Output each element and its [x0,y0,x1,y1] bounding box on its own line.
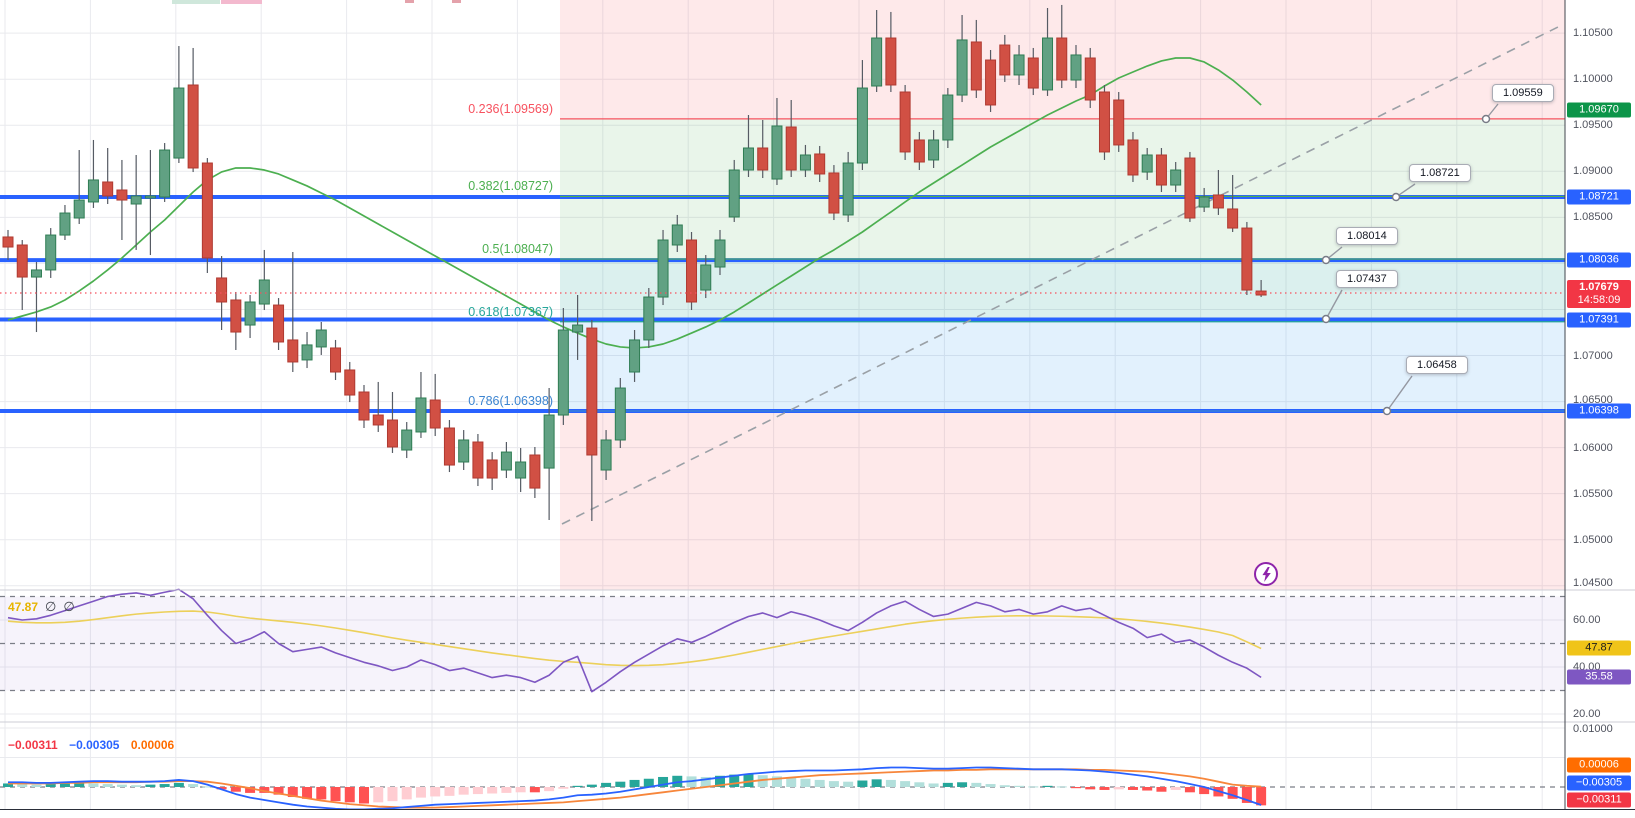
callout-tail [1325,289,1343,320]
fib-zone-green-2 [560,196,1565,260]
candlestick-series [2,4,1267,521]
rsi-ma-line [7,610,1262,667]
rsi-value: 47.87 [8,600,39,614]
price-callout[interactable]: 1.08014 [1336,227,1398,245]
hidden-value-icon[interactable]: ∅ [45,599,57,614]
macd-line-value: −0.00305 [69,738,120,752]
cutoff-mark [405,0,414,3]
macd-signal-value: 0.00006 [130,738,175,752]
price-callout[interactable]: 1.08721 [1409,164,1471,182]
cutoff-toolbar-fragment [172,0,220,4]
callout-anchor-dot [1321,314,1331,324]
hidden-value-icon[interactable]: ∅ [63,599,75,614]
lightning-bolt-icon [1261,566,1271,582]
time-axis[interactable] [0,810,1635,818]
trendline-dashed [561,25,1561,525]
fib-zone-teal [560,259,1565,322]
callout-tail [1386,375,1413,412]
price-axis[interactable] [1565,0,1635,810]
lightning-quick-trade-button[interactable] [1254,562,1278,586]
price-callout[interactable]: 1.06458 [1406,356,1468,374]
macd-histogram-value: −0.00311 [8,738,58,752]
fib-zone-green-1 [560,118,1565,197]
cutoff-mark [452,0,461,3]
callout-anchor-dot [1481,114,1491,124]
price-callout[interactable]: 1.07437 [1336,270,1398,288]
price-callout[interactable]: 1.09559 [1492,84,1554,102]
rsi-line [7,588,1262,693]
macd-line [8,766,1262,811]
callout-anchor-dot [1391,192,1401,202]
fib-zone-pink-bottom [560,410,1565,590]
macd-indicator-status: −0.00311 −0.00305 0.00006 [8,738,174,752]
callout-anchor-dot [1382,406,1392,416]
rsi-indicator-status: 47.87 ∅ ∅ [8,599,75,615]
cutoff-toolbar-fragment [221,0,262,4]
callout-anchor-dot [1321,255,1331,265]
